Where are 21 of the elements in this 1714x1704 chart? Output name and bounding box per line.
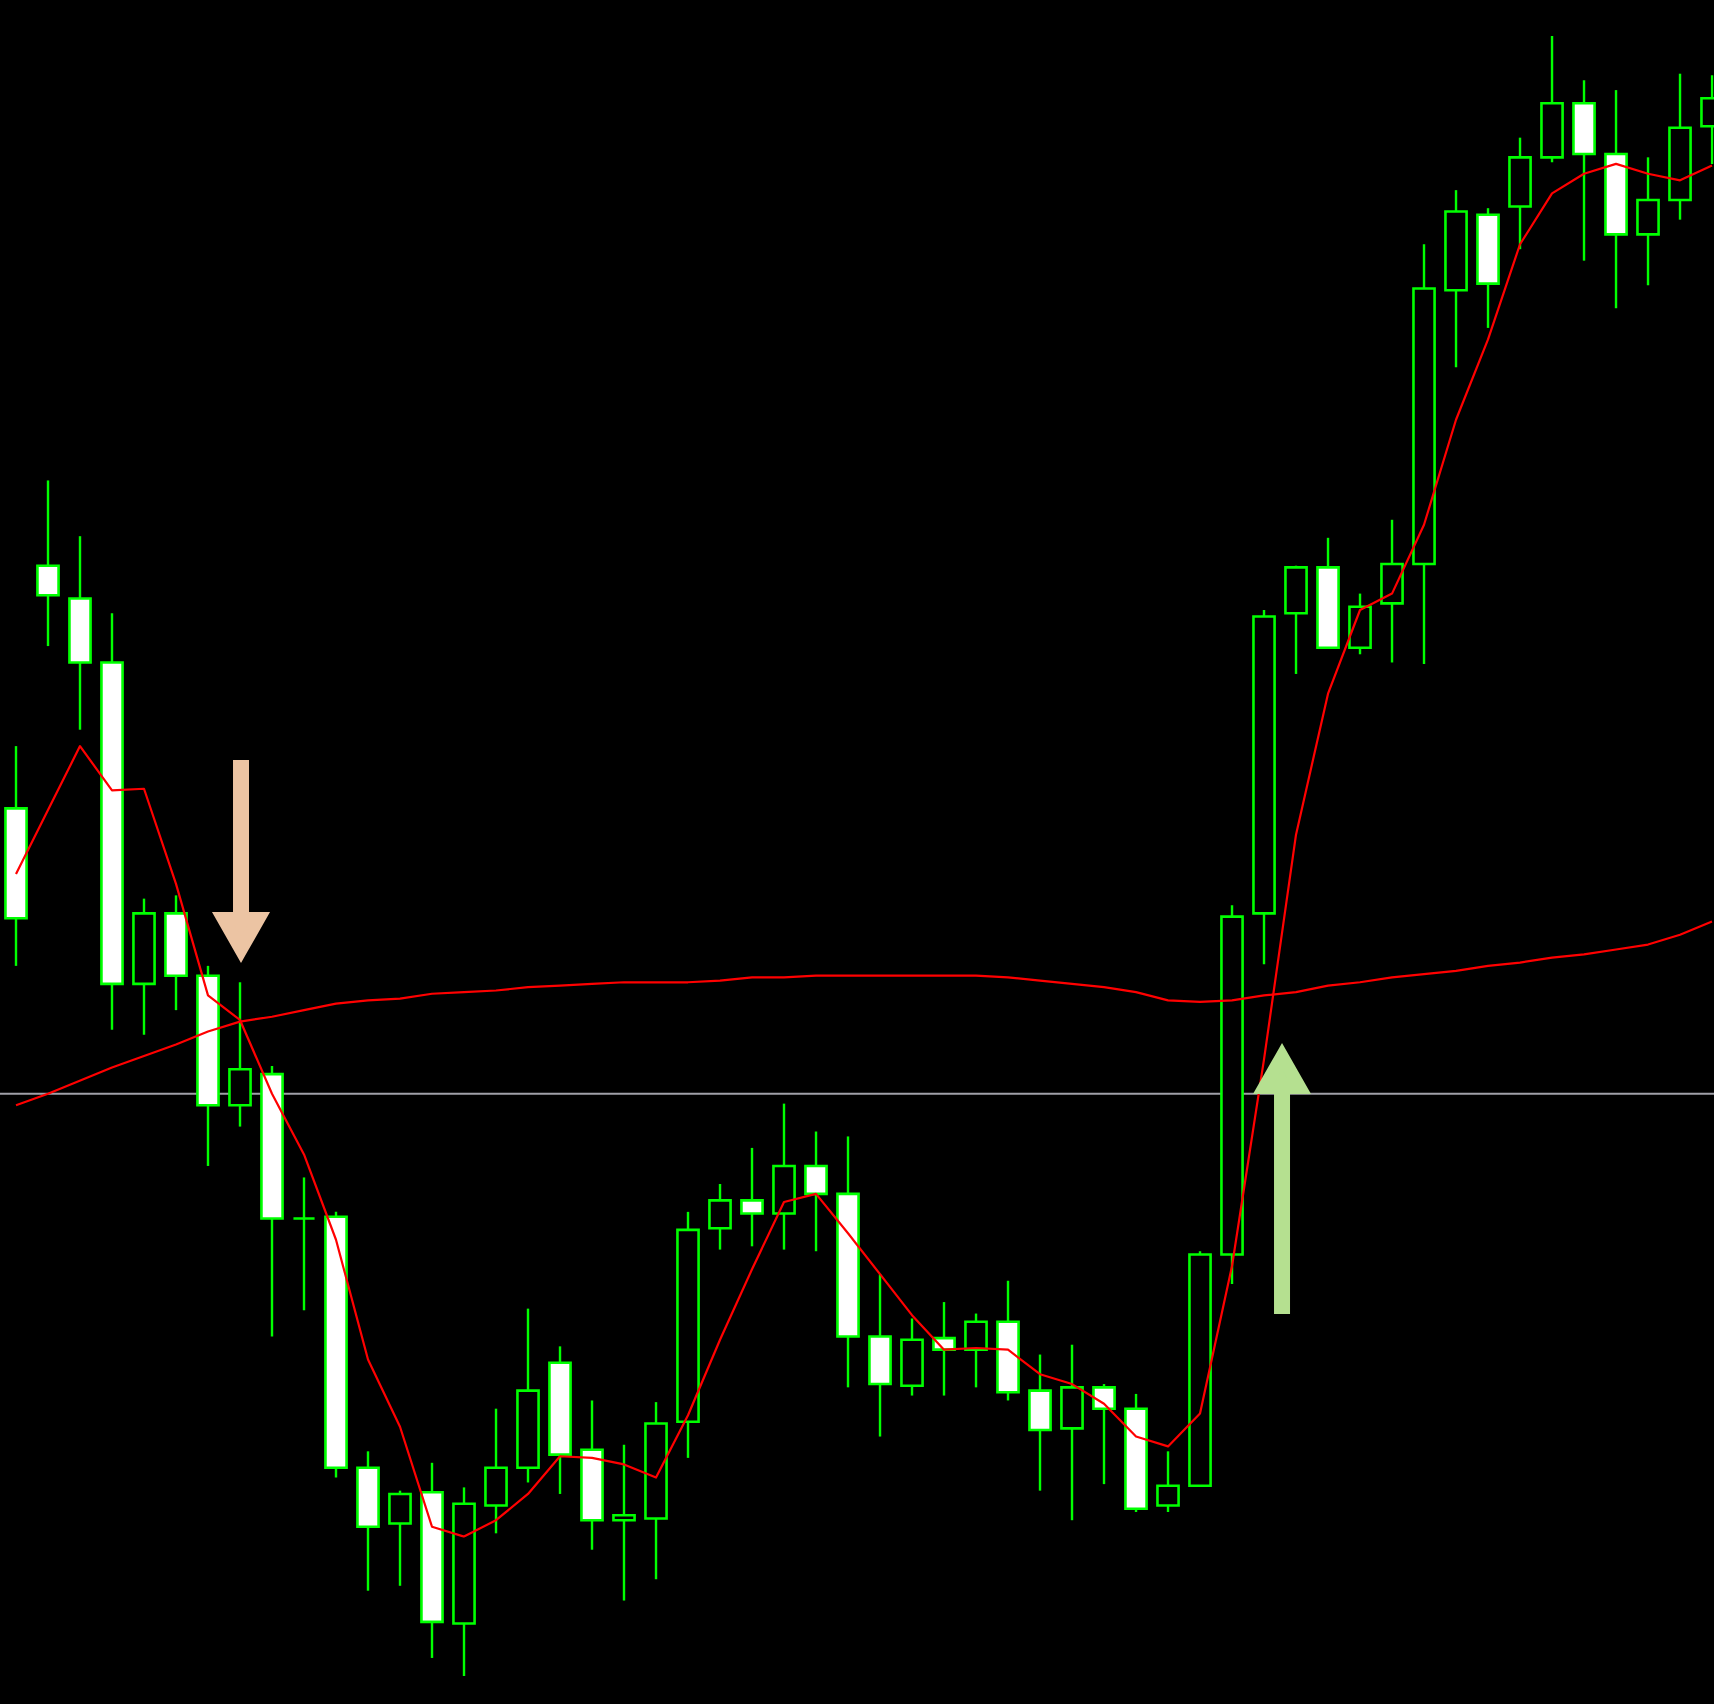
candlestick (1636, 156, 1660, 287)
candlestick (740, 1146, 764, 1248)
candlestick (868, 1272, 892, 1438)
candlestick (1156, 1450, 1180, 1514)
candlestick (1060, 1343, 1084, 1522)
candlestick (900, 1317, 924, 1397)
candlestick (772, 1102, 796, 1251)
candlestick (708, 1182, 732, 1251)
candlestick (388, 1489, 412, 1587)
candlestick (36, 479, 60, 648)
candlestick (292, 1176, 316, 1312)
candlestick (612, 1443, 636, 1602)
candlestick (964, 1312, 988, 1389)
candlestick (484, 1407, 508, 1535)
candlestick (1380, 518, 1404, 664)
candlestick (1092, 1382, 1116, 1486)
candlestick (1284, 564, 1308, 676)
candlestick (1028, 1353, 1052, 1492)
candlestick (1348, 592, 1372, 656)
candlestick (228, 981, 252, 1128)
candlestick (804, 1130, 828, 1253)
